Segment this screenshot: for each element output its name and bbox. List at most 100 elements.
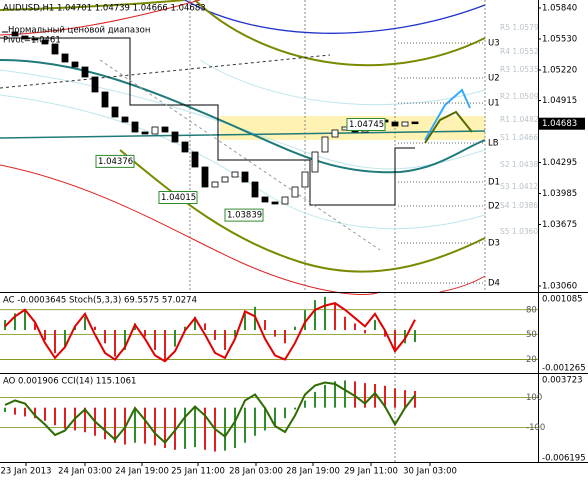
price-label-box [346, 118, 386, 131]
panel-title: AO 0.001906 CCI(14) 115.1061 [3, 377, 136, 387]
bar [254, 407, 256, 436]
band [0, 94, 486, 230]
x-tick-label: 30 Jan 03:00 [403, 467, 457, 477]
bar [214, 330, 216, 340]
pivot-label: D2 [488, 202, 500, 212]
bar [284, 407, 286, 419]
bar [314, 391, 316, 408]
pivot-label: U1 [488, 99, 500, 109]
bar [324, 384, 326, 408]
y-tick-label: 1.04915 [542, 96, 577, 106]
bar [374, 383, 376, 408]
bar [394, 330, 396, 350]
candle [81, 66, 89, 78]
candle [71, 61, 79, 68]
current-price-box [539, 117, 585, 130]
bar [134, 407, 136, 443]
band [184, 0, 486, 34]
bar [334, 303, 336, 331]
candle [231, 171, 239, 178]
bar [244, 407, 246, 443]
bar [24, 310, 26, 331]
candle [201, 166, 209, 188]
candle [281, 196, 289, 205]
bar [414, 390, 416, 408]
band [199, 59, 486, 106]
candle [41, 39, 49, 45]
bar [94, 326, 96, 331]
candle [121, 116, 129, 123]
bar [34, 323, 36, 331]
bar [24, 407, 26, 417]
current-price: 1.04683 [542, 119, 577, 129]
candle [221, 176, 229, 183]
fib-label: R1 1.0482 [500, 115, 539, 124]
trend-line [0, 54, 331, 89]
candle [261, 196, 269, 203]
trend-line [99, 59, 381, 251]
bar [264, 407, 266, 431]
y-tick-label: 0.003723 [542, 376, 583, 386]
y-tick-label: 1.04295 [542, 158, 577, 168]
bar [104, 330, 106, 344]
annotation: Нормальный ценовой диапазон [8, 26, 150, 36]
price-label-box [158, 191, 198, 204]
candle [21, 35, 29, 40]
pivot-label: U2 [488, 74, 500, 84]
bar [404, 330, 406, 344]
band [0, 0, 201, 36]
bar [294, 407, 296, 410]
annotation: Pivot=1.0461 [3, 36, 61, 46]
bar [84, 407, 86, 433]
indicator-line [4, 381, 416, 444]
bar [154, 407, 156, 446]
bar [154, 330, 156, 350]
y-tick-label: 1.05530 [542, 35, 577, 45]
pivot-label: D1 [488, 178, 500, 188]
x-tick-label: 28 Jan 03:00 [229, 467, 283, 477]
pivot-label: U3 [488, 39, 500, 49]
bar [224, 330, 226, 350]
fib-label: R3 1.0535 [500, 65, 539, 74]
bar [274, 330, 276, 337]
candle [61, 53, 69, 63]
bar [264, 320, 266, 331]
bar [354, 323, 356, 331]
bar [344, 316, 346, 331]
candle [301, 171, 309, 188]
range-line [0, 37, 415, 206]
price-label-box [95, 154, 135, 168]
bar [114, 407, 116, 443]
y-tick-label: 0.001085 [542, 295, 583, 305]
candle [251, 181, 259, 198]
bar [314, 300, 316, 331]
candle [131, 121, 139, 133]
bar [124, 330, 126, 350]
x-tick-label: 23 Jan 2013 [1, 467, 52, 477]
bar [304, 310, 306, 331]
price-label: 1.04745 [349, 120, 384, 130]
bar [4, 407, 6, 413]
forecast [424, 110, 473, 144]
candle [171, 131, 179, 143]
band [0, 164, 381, 296]
x-tick-label: 24 Jan 19:00 [115, 467, 169, 477]
bar [204, 323, 206, 331]
bar [394, 388, 396, 408]
bar [344, 380, 346, 408]
bar [414, 330, 416, 343]
band [0, 59, 486, 174]
bar [64, 330, 66, 347]
bar [14, 407, 16, 415]
y2-tick-label: 80 [526, 305, 537, 315]
price-label: 1.03839 [227, 211, 262, 221]
candle [391, 121, 399, 127]
candle [141, 131, 149, 135]
bar [224, 407, 226, 451]
bar [384, 330, 386, 337]
bar [294, 326, 296, 331]
fib-label: S5 1.0360 [500, 227, 538, 236]
candle [291, 186, 299, 198]
x-tick-label: 29 Jan 11:00 [344, 467, 398, 477]
